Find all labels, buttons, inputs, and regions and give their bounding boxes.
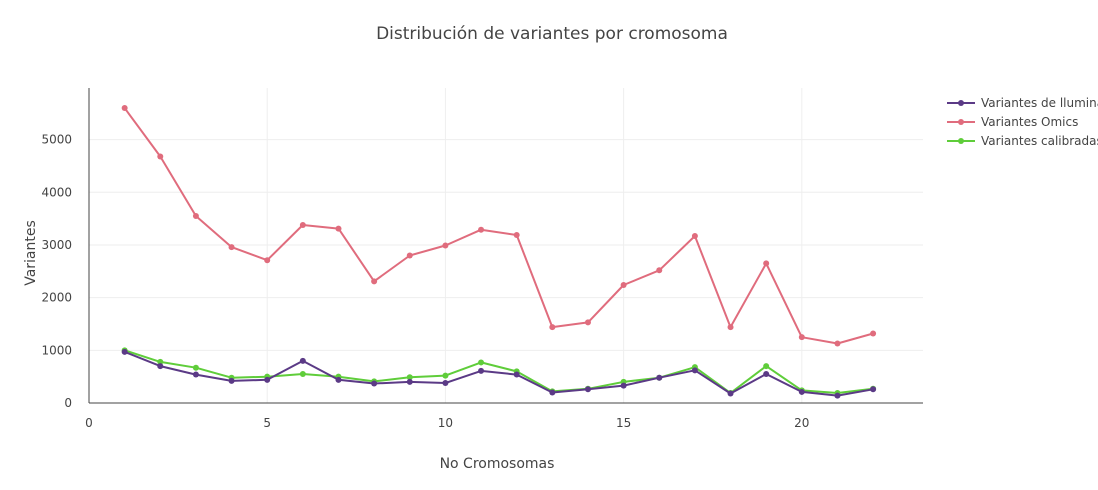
data-point[interactable] bbox=[834, 392, 841, 399]
data-point[interactable] bbox=[192, 213, 199, 220]
series-1 bbox=[121, 105, 877, 347]
y-tick-label: 1000 bbox=[41, 343, 72, 357]
grid bbox=[89, 88, 923, 403]
data-point[interactable] bbox=[299, 221, 306, 228]
data-point[interactable] bbox=[442, 372, 449, 379]
data-point[interactable] bbox=[442, 379, 449, 386]
data-point[interactable] bbox=[513, 371, 520, 378]
data-point[interactable] bbox=[228, 244, 235, 251]
x-axis-title: No Cromosomas bbox=[440, 456, 555, 472]
data-point[interactable] bbox=[335, 225, 342, 232]
series-0 bbox=[121, 348, 877, 399]
data-point[interactable] bbox=[620, 382, 627, 389]
data-point[interactable] bbox=[478, 226, 485, 233]
data-point[interactable] bbox=[727, 324, 734, 331]
data-point[interactable] bbox=[656, 267, 663, 274]
axes: 0 1000 2000 3000 4000 5000 0 5 10 15 20 bbox=[41, 88, 923, 430]
series-line bbox=[123, 107, 874, 345]
legend-item[interactable]: Variantes Omics bbox=[947, 115, 1078, 129]
data-point[interactable] bbox=[870, 330, 877, 337]
series-line bbox=[124, 349, 874, 394]
chart-title: Distribución de variantes por cromosoma bbox=[376, 24, 728, 44]
data-point[interactable] bbox=[264, 257, 271, 264]
x-tick-label: 10 bbox=[438, 416, 453, 430]
data-point[interactable] bbox=[798, 334, 805, 341]
data-point[interactable] bbox=[157, 363, 164, 370]
data-point[interactable] bbox=[157, 153, 164, 160]
y-axis-title: Variantes bbox=[23, 220, 39, 286]
legend-label: Variantes calibradas bbox=[981, 134, 1098, 148]
data-point[interactable] bbox=[549, 389, 556, 396]
series-layer bbox=[121, 105, 877, 399]
legend-swatch-marker bbox=[958, 100, 964, 106]
data-point[interactable] bbox=[691, 233, 698, 240]
data-point[interactable] bbox=[406, 374, 413, 381]
legend-label: Variantes Omics bbox=[981, 115, 1078, 129]
y-tick-label: 3000 bbox=[41, 238, 72, 252]
data-point[interactable] bbox=[620, 282, 627, 289]
y-tick-label: 4000 bbox=[41, 185, 72, 199]
data-point[interactable] bbox=[192, 364, 199, 371]
data-point[interactable] bbox=[478, 367, 485, 374]
data-point[interactable] bbox=[584, 319, 591, 326]
data-point[interactable] bbox=[157, 358, 164, 365]
y-tick-label: 0 bbox=[64, 396, 72, 410]
legend[interactable]: Variantes de llumina Variantes Omics Varia… bbox=[947, 96, 1098, 148]
series-2 bbox=[121, 347, 877, 396]
data-point[interactable] bbox=[228, 377, 235, 384]
data-point[interactable] bbox=[442, 242, 449, 249]
data-point[interactable] bbox=[870, 386, 877, 393]
data-point[interactable] bbox=[763, 371, 770, 378]
data-point[interactable] bbox=[299, 357, 306, 364]
data-point[interactable] bbox=[121, 105, 128, 112]
data-point[interactable] bbox=[834, 340, 841, 347]
data-point[interactable] bbox=[656, 374, 663, 381]
data-point[interactable] bbox=[763, 260, 770, 267]
data-point[interactable] bbox=[335, 376, 342, 383]
x-tick-label: 5 bbox=[263, 416, 271, 430]
legend-item[interactable]: Variantes de llumina bbox=[947, 96, 1098, 110]
data-point[interactable] bbox=[798, 388, 805, 395]
data-point[interactable] bbox=[691, 367, 698, 374]
x-tick-label: 0 bbox=[85, 416, 93, 430]
data-point[interactable] bbox=[121, 348, 128, 355]
legend-label: Variantes de llumina bbox=[981, 96, 1098, 110]
data-point[interactable] bbox=[478, 359, 485, 366]
data-point[interactable] bbox=[371, 380, 378, 387]
series-line bbox=[124, 350, 874, 397]
x-tick-label: 20 bbox=[794, 416, 809, 430]
data-point[interactable] bbox=[549, 324, 556, 331]
x-tick-label: 15 bbox=[616, 416, 631, 430]
data-point[interactable] bbox=[371, 278, 378, 285]
data-point[interactable] bbox=[406, 252, 413, 259]
data-point[interactable] bbox=[192, 371, 199, 378]
data-point[interactable] bbox=[727, 390, 734, 397]
legend-item[interactable]: Variantes calibradas bbox=[947, 134, 1098, 148]
y-tick-label: 2000 bbox=[41, 291, 72, 305]
legend-swatch-marker bbox=[958, 119, 964, 125]
data-point[interactable] bbox=[763, 363, 770, 370]
data-point[interactable] bbox=[406, 378, 413, 385]
data-point[interactable] bbox=[513, 231, 520, 238]
legend-swatch-marker bbox=[958, 138, 964, 144]
data-point[interactable] bbox=[264, 376, 271, 383]
y-tick-label: 5000 bbox=[41, 133, 72, 147]
data-point[interactable] bbox=[299, 371, 306, 378]
data-point[interactable] bbox=[584, 386, 591, 393]
